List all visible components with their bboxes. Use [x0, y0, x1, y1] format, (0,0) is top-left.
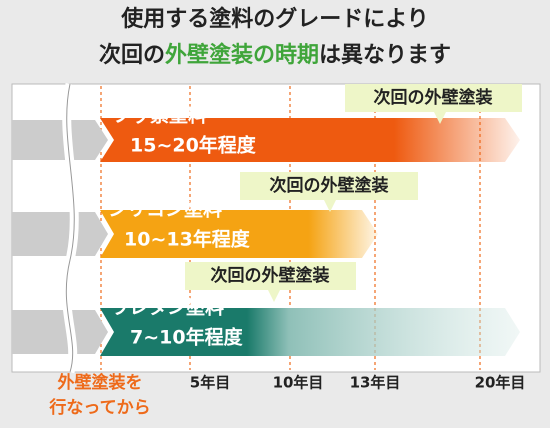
title-highlight: 外壁塗装の時期 — [165, 42, 319, 68]
arrow-fluorine — [100, 118, 520, 162]
title-line2: 次回の外壁塗装の時期は異なります — [99, 42, 451, 68]
timeline-label: 20年目 — [475, 374, 526, 392]
callout: 次回の外壁塗装 — [270, 175, 389, 196]
start-band — [12, 310, 108, 354]
row-period: 15~20年程度 — [130, 134, 257, 157]
title-part: 次回の — [99, 42, 165, 68]
start-note: 行なってから — [48, 397, 150, 418]
timeline-label: 13年目 — [350, 374, 401, 392]
row-name: フッ素塗料 — [112, 104, 207, 127]
arrow-urethane — [100, 308, 520, 356]
timeline-label: 10年目 — [273, 374, 324, 392]
callout-box — [185, 262, 356, 302]
arrow-silicone — [100, 210, 378, 258]
row-period: 10~13年程度 — [124, 228, 251, 251]
timeline-label: 5年目 — [190, 374, 230, 392]
row-name: ウレタン塗料 — [110, 296, 224, 319]
break-edge — [65, 83, 75, 373]
callout-box — [345, 84, 522, 124]
callout: 次回の外壁塗装 — [211, 265, 330, 286]
start-band — [12, 212, 108, 256]
row-name: シリコン塗料 — [108, 198, 222, 221]
start-band — [12, 120, 108, 160]
row-period: 7~10年程度 — [130, 326, 244, 349]
start-note: 外壁塗装を — [58, 372, 143, 393]
callout: 次回の外壁塗装 — [374, 87, 493, 108]
title-part: は異なります — [319, 43, 451, 68]
callout-box — [240, 172, 418, 212]
title-line1: 使用する塗料のグレードにより — [120, 6, 429, 32]
